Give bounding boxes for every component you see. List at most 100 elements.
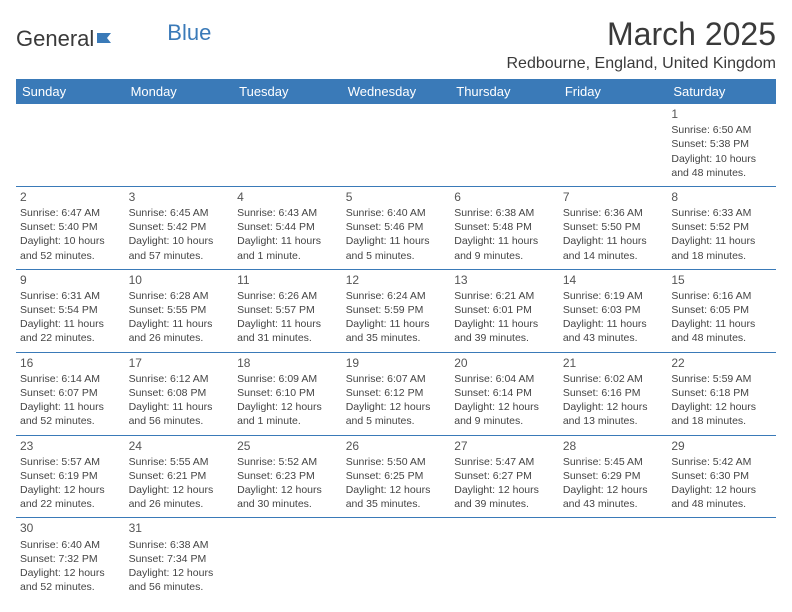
calendar-header-row: SundayMondayTuesdayWednesdayThursdayFrid… [16,79,776,104]
empty-cell [125,104,234,186]
calendar-row: 1Sunrise: 6:50 AMSunset: 5:38 PMDaylight… [16,104,776,186]
sunset-line: Sunset: 5:46 PM [346,220,447,234]
daylight-line: Daylight: 10 hours and 52 minutes. [20,234,121,262]
daylight-line: Daylight: 12 hours and 52 minutes. [20,566,121,594]
day-cell: 10Sunrise: 6:28 AMSunset: 5:55 PMDayligh… [125,269,234,352]
empty-cell [559,518,668,600]
day-cell: 14Sunrise: 6:19 AMSunset: 6:03 PMDayligh… [559,269,668,352]
daylight-line: Daylight: 12 hours and 43 minutes. [563,483,664,511]
sunset-line: Sunset: 6:10 PM [237,386,338,400]
sunrise-line: Sunrise: 5:59 AM [671,372,772,386]
day-number: 21 [563,355,664,371]
daylight-line: Daylight: 11 hours and 48 minutes. [671,317,772,345]
daylight-line: Daylight: 12 hours and 1 minute. [237,400,338,428]
sunset-line: Sunset: 5:59 PM [346,303,447,317]
sunset-line: Sunset: 6:29 PM [563,469,664,483]
day-number: 15 [671,272,772,288]
day-number: 31 [129,520,230,536]
sunset-line: Sunset: 6:01 PM [454,303,555,317]
day-number: 14 [563,272,664,288]
sunrise-line: Sunrise: 6:45 AM [129,206,230,220]
day-header: Thursday [450,79,559,104]
day-cell: 25Sunrise: 5:52 AMSunset: 6:23 PMDayligh… [233,435,342,518]
empty-cell [450,104,559,186]
sunset-line: Sunset: 5:57 PM [237,303,338,317]
sunrise-line: Sunrise: 6:28 AM [129,289,230,303]
daylight-line: Daylight: 11 hours and 52 minutes. [20,400,121,428]
day-cell: 12Sunrise: 6:24 AMSunset: 5:59 PMDayligh… [342,269,451,352]
sunrise-line: Sunrise: 6:21 AM [454,289,555,303]
day-header: Monday [125,79,234,104]
calendar-row: 2Sunrise: 6:47 AMSunset: 5:40 PMDaylight… [16,186,776,269]
daylight-line: Daylight: 11 hours and 43 minutes. [563,317,664,345]
sunrise-line: Sunrise: 6:04 AM [454,372,555,386]
calendar-row: 9Sunrise: 6:31 AMSunset: 5:54 PMDaylight… [16,269,776,352]
sunset-line: Sunset: 6:27 PM [454,469,555,483]
sunset-line: Sunset: 6:03 PM [563,303,664,317]
sunrise-line: Sunrise: 6:40 AM [346,206,447,220]
day-number: 10 [129,272,230,288]
day-number: 2 [20,189,121,205]
sunset-line: Sunset: 6:12 PM [346,386,447,400]
sunrise-line: Sunrise: 6:40 AM [20,538,121,552]
logo-text-2: Blue [167,20,211,46]
sunset-line: Sunset: 6:07 PM [20,386,121,400]
day-cell: 4Sunrise: 6:43 AMSunset: 5:44 PMDaylight… [233,186,342,269]
sunrise-line: Sunrise: 6:19 AM [563,289,664,303]
day-number: 27 [454,438,555,454]
day-number: 30 [20,520,121,536]
daylight-line: Daylight: 11 hours and 31 minutes. [237,317,338,345]
day-cell: 26Sunrise: 5:50 AMSunset: 6:25 PMDayligh… [342,435,451,518]
sunset-line: Sunset: 7:34 PM [129,552,230,566]
sunrise-line: Sunrise: 6:14 AM [20,372,121,386]
sunrise-line: Sunrise: 6:38 AM [129,538,230,552]
daylight-line: Daylight: 11 hours and 56 minutes. [129,400,230,428]
sunrise-line: Sunrise: 5:57 AM [20,455,121,469]
sunset-line: Sunset: 5:42 PM [129,220,230,234]
sunset-line: Sunset: 5:55 PM [129,303,230,317]
sunrise-line: Sunrise: 6:36 AM [563,206,664,220]
daylight-line: Daylight: 11 hours and 22 minutes. [20,317,121,345]
day-number: 13 [454,272,555,288]
day-cell: 8Sunrise: 6:33 AMSunset: 5:52 PMDaylight… [667,186,776,269]
day-cell: 23Sunrise: 5:57 AMSunset: 6:19 PMDayligh… [16,435,125,518]
day-cell: 27Sunrise: 5:47 AMSunset: 6:27 PMDayligh… [450,435,559,518]
logo: General Blue [16,16,211,52]
sunset-line: Sunset: 5:40 PM [20,220,121,234]
empty-cell [450,518,559,600]
daylight-line: Daylight: 11 hours and 39 minutes. [454,317,555,345]
sunset-line: Sunset: 6:16 PM [563,386,664,400]
day-header: Sunday [16,79,125,104]
day-cell: 24Sunrise: 5:55 AMSunset: 6:21 PMDayligh… [125,435,234,518]
sunset-line: Sunset: 5:38 PM [671,137,772,151]
day-number: 28 [563,438,664,454]
calendar-row: 16Sunrise: 6:14 AMSunset: 6:07 PMDayligh… [16,352,776,435]
empty-cell [16,104,125,186]
daylight-line: Daylight: 11 hours and 5 minutes. [346,234,447,262]
title-block: March 2025 Redbourne, England, United Ki… [506,16,776,73]
day-cell: 15Sunrise: 6:16 AMSunset: 6:05 PMDayligh… [667,269,776,352]
day-number: 1 [671,106,772,122]
day-cell: 17Sunrise: 6:12 AMSunset: 6:08 PMDayligh… [125,352,234,435]
calendar-body: 1Sunrise: 6:50 AMSunset: 5:38 PM Daylight… [16,104,776,600]
calendar-row: 23Sunrise: 5:57 AMSunset: 6:19 PMDayligh… [16,435,776,518]
daylight-line: Daylight: 12 hours and 26 minutes. [129,483,230,511]
sunrise-line: Sunrise: 6:50 AM [671,123,772,137]
calendar-table: SundayMondayTuesdayWednesdayThursdayFrid… [16,79,776,600]
sunset-line: Sunset: 7:32 PM [20,552,121,566]
daylight-line: Daylight: 11 hours and 18 minutes. [671,234,772,262]
header: General Blue March 2025 Redbourne, Engla… [16,16,776,73]
sunset-line: Sunset: 6:30 PM [671,469,772,483]
location: Redbourne, England, United Kingdom [506,55,776,73]
sunrise-line: Sunrise: 5:52 AM [237,455,338,469]
day-number: 23 [20,438,121,454]
empty-cell [559,104,668,186]
day-number: 11 [237,272,338,288]
empty-cell [233,104,342,186]
day-number: 9 [20,272,121,288]
day-cell: 2Sunrise: 6:47 AMSunset: 5:40 PMDaylight… [16,186,125,269]
sunrise-line: Sunrise: 5:45 AM [563,455,664,469]
sunrise-line: Sunrise: 6:09 AM [237,372,338,386]
daylight-line: Daylight: 11 hours and 14 minutes. [563,234,664,262]
sunrise-line: Sunrise: 6:26 AM [237,289,338,303]
